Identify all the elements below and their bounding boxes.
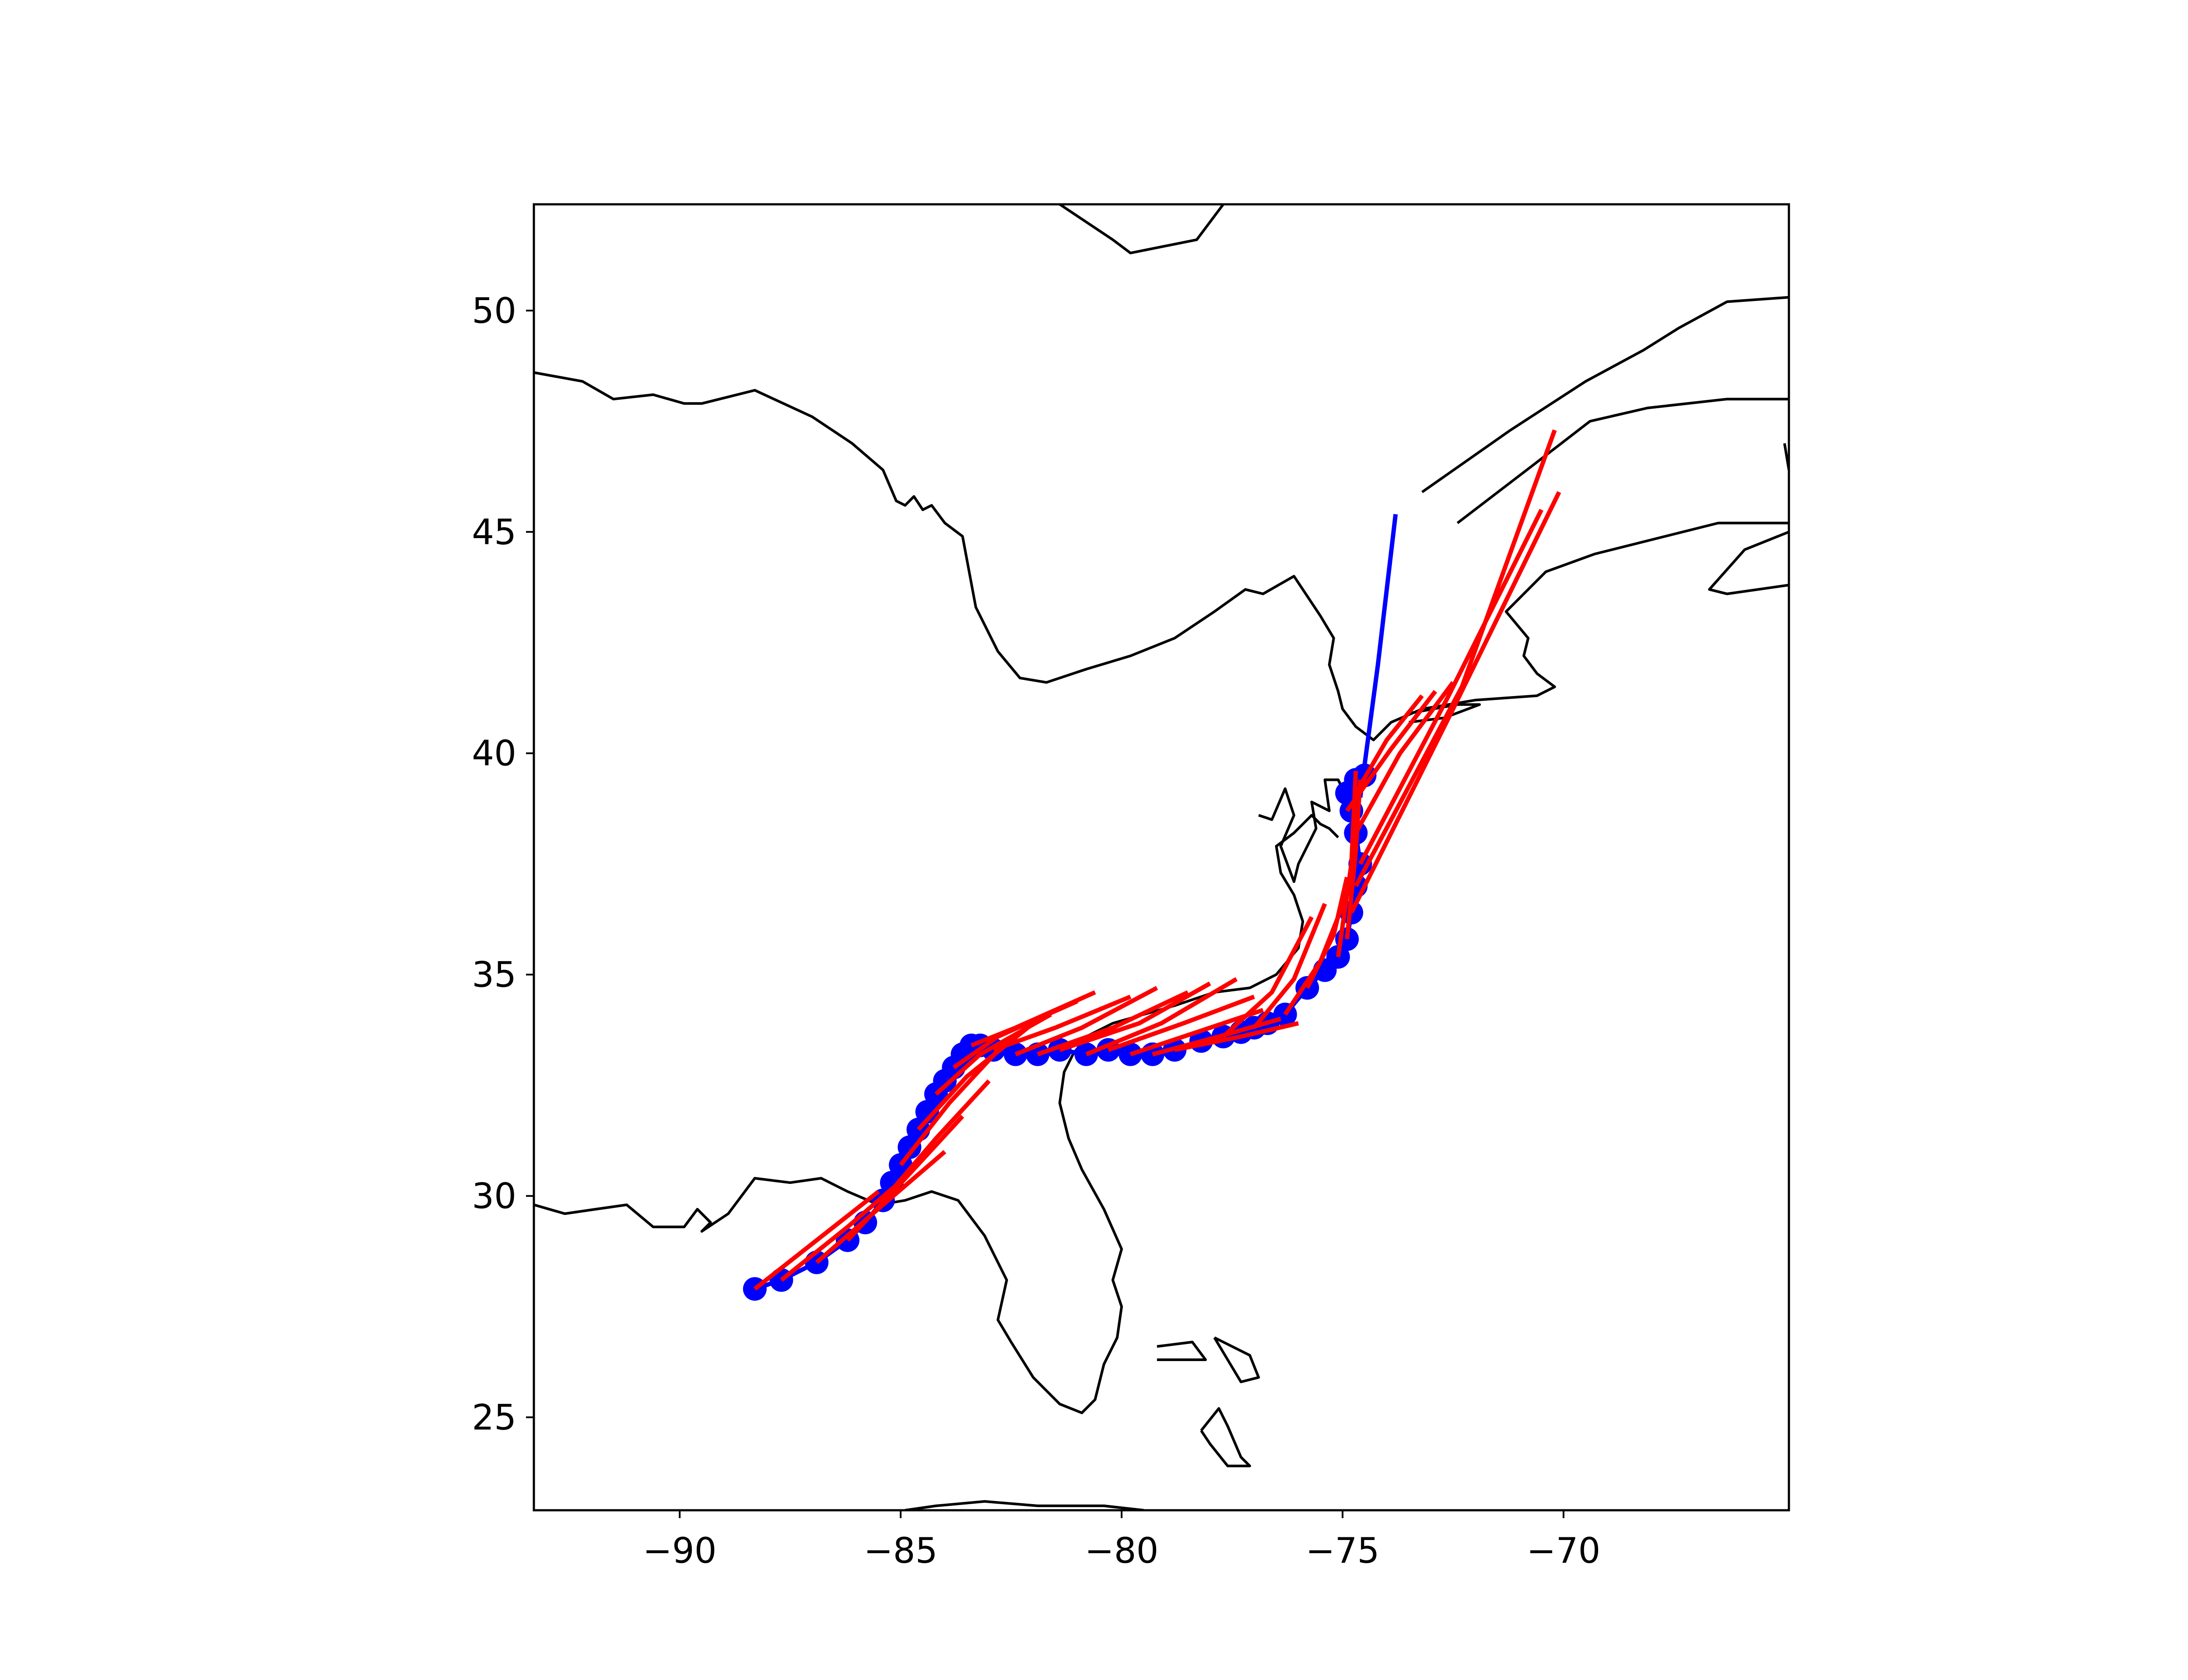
coastline-2 (1258, 778, 1348, 883)
forecast-track-25 (1349, 491, 1561, 914)
coastline-layer (534, 204, 1789, 1510)
coastline-4 (1421, 296, 1789, 494)
observed-point (898, 1135, 922, 1159)
coastline-5 (1456, 398, 1789, 524)
forecast-track-19 (1222, 916, 1314, 1038)
forecast-track-layer (753, 429, 1561, 1291)
coastline-11 (1200, 1407, 1251, 1467)
y-tick-label: 45 (472, 512, 516, 553)
plot-frame (533, 203, 1790, 1512)
forecast-track-11 (1014, 986, 1158, 1057)
coastline-10 (1213, 1336, 1260, 1383)
forecast-track-0 (753, 1190, 880, 1291)
forecast-track-24 (1345, 780, 1363, 940)
forecast-track-16 (1129, 1008, 1264, 1057)
y-tick-label: 35 (472, 955, 516, 995)
y-tick-label: 25 (472, 1397, 516, 1438)
forecast-track-12 (1037, 990, 1189, 1057)
forecast-track-29 (1345, 690, 1438, 812)
forecast-track-4 (881, 1079, 991, 1202)
coastline-12 (905, 1500, 1144, 1510)
y-tick-label: 50 (472, 290, 516, 331)
y-axis: 25 30 35 40 45 50 (472, 290, 534, 1438)
y-tick-label: 30 (472, 1176, 516, 1217)
forecast-track-18 (1174, 1021, 1299, 1052)
x-tick-label: −75 (1306, 1530, 1380, 1571)
coastline-0 (534, 371, 1789, 742)
forecast-track-6 (916, 1022, 1035, 1131)
forecast-track-26 (1353, 429, 1557, 887)
coastline-9 (1157, 1340, 1207, 1361)
forecast-track-13 (1059, 981, 1211, 1052)
forecast-track-3 (846, 1115, 964, 1242)
x-axis: −90 −85 −80 −75 −70 (643, 1510, 1601, 1571)
observed-track-extension (1358, 514, 1398, 798)
forecast-track-15 (1108, 994, 1255, 1052)
x-tick-label: −70 (1527, 1530, 1601, 1571)
x-tick-label: −90 (643, 1530, 717, 1571)
forecast-track-22 (1305, 876, 1349, 989)
forecast-track-27 (1358, 508, 1543, 865)
x-tick-label: −80 (1085, 1530, 1159, 1571)
coastline-1 (534, 814, 1339, 1414)
forecast-track-9 (970, 990, 1096, 1048)
forecast-track-28 (1353, 681, 1455, 834)
forecast-track-20 (1252, 903, 1327, 1029)
forecast-track-14 (1085, 977, 1238, 1057)
forecast-track-30 (1353, 694, 1424, 794)
coastline-8 (1059, 204, 1224, 255)
observed-point (915, 1100, 939, 1124)
coastline-6 (1708, 531, 1789, 595)
forecast-track-7 (934, 1012, 1052, 1096)
x-tick-label: −85 (864, 1530, 938, 1571)
forecast-track-10 (992, 994, 1132, 1052)
y-tick-label: 40 (472, 733, 516, 774)
